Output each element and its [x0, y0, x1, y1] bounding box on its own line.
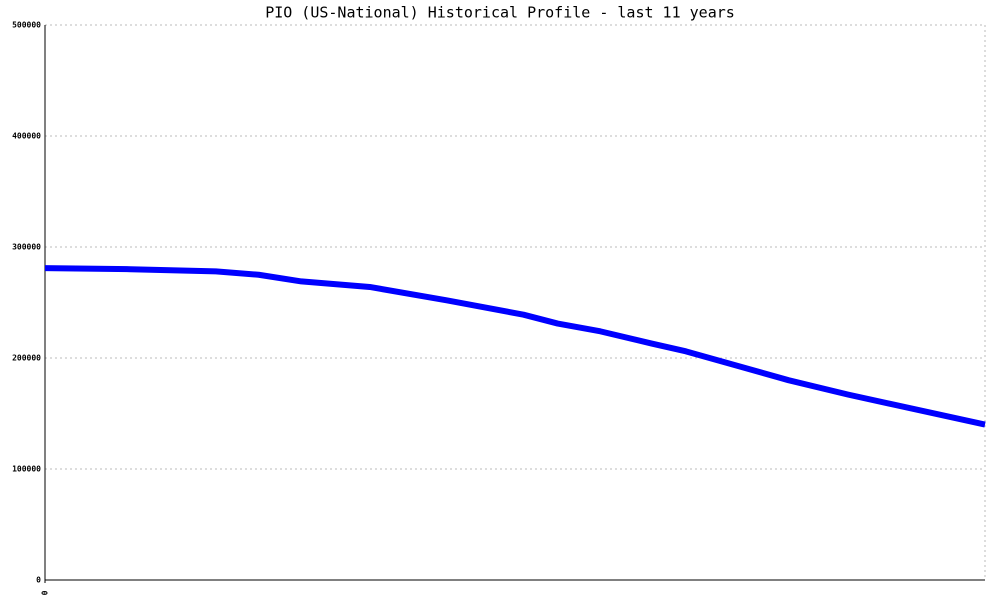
y-tick-label: 400000	[12, 132, 41, 141]
y-tick-label: 500000	[12, 21, 41, 30]
y-tick-label: 100000	[12, 465, 41, 474]
data-line	[44, 265, 986, 428]
chart-title: PIO (US-National) Historical Profile - l…	[265, 4, 735, 22]
y-tick-label: 0	[36, 576, 41, 585]
y-tick-label: 300000	[12, 243, 41, 252]
y-tick-label: 200000	[12, 354, 41, 363]
x-tick-label: 0	[41, 590, 50, 595]
